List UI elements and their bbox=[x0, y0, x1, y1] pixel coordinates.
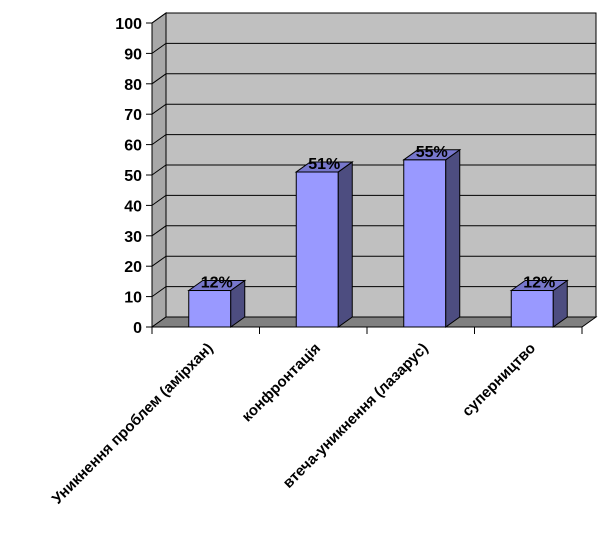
y-tick-label: 90 bbox=[124, 46, 142, 63]
y-tick-label: 70 bbox=[124, 107, 142, 124]
gridline bbox=[151, 103, 596, 115]
bar bbox=[294, 160, 354, 328]
bar-top bbox=[294, 161, 354, 173]
bar-top bbox=[187, 280, 247, 292]
data-label: 12% bbox=[201, 275, 233, 292]
data-label: 12% bbox=[523, 275, 555, 292]
bar-side bbox=[337, 160, 353, 328]
y-tick-label: 0 bbox=[133, 320, 142, 337]
bar bbox=[509, 279, 569, 328]
y-tick-label: 50 bbox=[124, 168, 142, 185]
bar-front bbox=[403, 159, 447, 328]
bar-front bbox=[188, 290, 232, 328]
category-label: суперництво bbox=[459, 340, 539, 420]
y-tick-label: 60 bbox=[124, 138, 142, 155]
category-label: Уникнення проблем (амірхан) bbox=[49, 340, 217, 508]
bar-top bbox=[509, 280, 569, 292]
gridline bbox=[151, 134, 596, 146]
category-label: конфронтація bbox=[239, 340, 324, 425]
gridline bbox=[151, 73, 596, 85]
y-tick-label: 30 bbox=[124, 229, 142, 246]
gridline bbox=[151, 42, 596, 54]
y-tick-label: 20 bbox=[124, 259, 142, 276]
bar-front bbox=[295, 171, 339, 328]
data-label: 51% bbox=[308, 156, 340, 173]
y-tick-label: 10 bbox=[124, 290, 142, 307]
data-label: 55% bbox=[416, 144, 448, 161]
y-tick-label: 100 bbox=[115, 16, 142, 33]
y-tick-label: 40 bbox=[124, 198, 142, 215]
gridline bbox=[151, 12, 596, 24]
bar bbox=[187, 279, 247, 328]
bar-front bbox=[510, 290, 554, 328]
bar-side bbox=[445, 148, 461, 328]
y-tick-label: 80 bbox=[124, 77, 142, 94]
bar bbox=[402, 148, 462, 328]
bar-top bbox=[402, 149, 462, 161]
